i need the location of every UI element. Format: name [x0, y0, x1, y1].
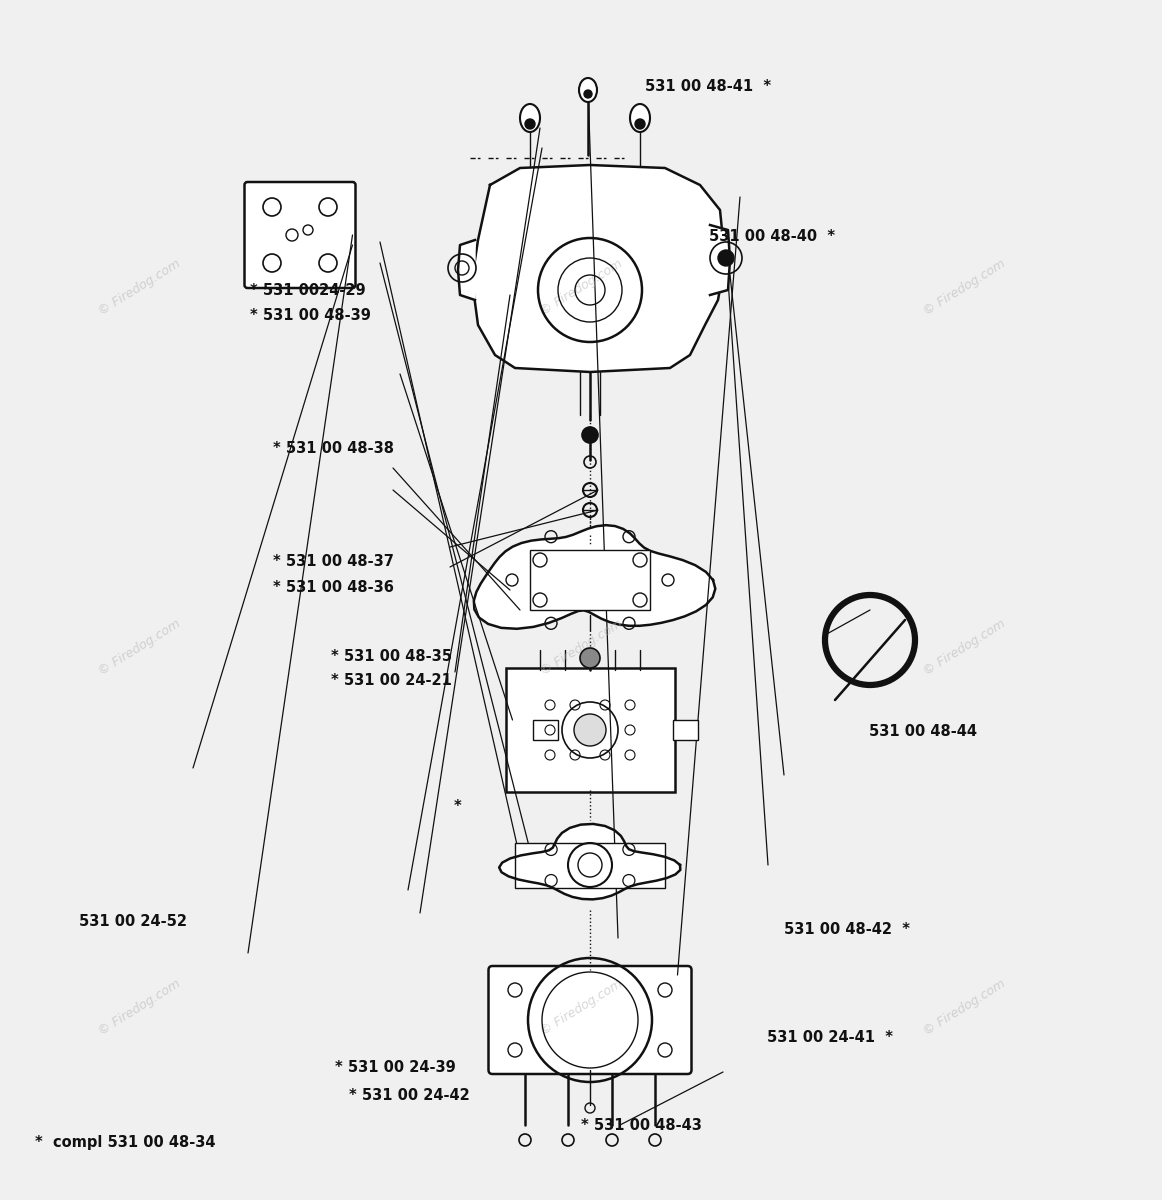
Polygon shape — [710, 226, 730, 295]
Text: * 531 00 48-35: * 531 00 48-35 — [331, 649, 452, 664]
Bar — [515, 842, 665, 888]
Text: * 531 00 48-36: * 531 00 48-36 — [273, 581, 394, 595]
Circle shape — [574, 714, 607, 746]
Circle shape — [582, 427, 598, 443]
Polygon shape — [458, 240, 475, 300]
Text: © Firedog.com: © Firedog.com — [538, 978, 624, 1038]
Ellipse shape — [521, 104, 540, 132]
Text: 531 00 48-40  *: 531 00 48-40 * — [709, 229, 835, 244]
Text: 531 00 48-41  *: 531 00 48-41 * — [645, 79, 772, 94]
Text: * 531 00 48-39: * 531 00 48-39 — [250, 308, 371, 323]
Ellipse shape — [630, 104, 650, 132]
FancyBboxPatch shape — [488, 966, 691, 1074]
Ellipse shape — [579, 78, 597, 102]
Text: *  compl 531 00 48-34: * compl 531 00 48-34 — [35, 1135, 215, 1150]
Polygon shape — [474, 526, 716, 629]
Circle shape — [584, 90, 591, 98]
Bar — [673, 720, 697, 740]
FancyBboxPatch shape — [505, 668, 674, 792]
Text: * 531 00 24-21: * 531 00 24-21 — [331, 673, 452, 688]
Text: 531 00 24-41  *: 531 00 24-41 * — [767, 1031, 892, 1045]
Text: © Firedog.com: © Firedog.com — [921, 258, 1007, 318]
Text: © Firedog.com: © Firedog.com — [96, 618, 182, 678]
Text: * 531 00 48-38: * 531 00 48-38 — [273, 442, 394, 456]
Bar — [530, 550, 650, 610]
Text: © Firedog.com: © Firedog.com — [96, 258, 182, 318]
Polygon shape — [472, 164, 725, 372]
Text: 531 00 48-42  *: 531 00 48-42 * — [784, 923, 910, 937]
Text: * 531 00 48-37: * 531 00 48-37 — [273, 554, 394, 569]
Text: © Firedog.com: © Firedog.com — [96, 978, 182, 1038]
Bar — [532, 720, 558, 740]
Polygon shape — [500, 824, 680, 899]
Text: © Firedog.com: © Firedog.com — [921, 618, 1007, 678]
Text: 531 00 24-52: 531 00 24-52 — [79, 914, 187, 929]
Text: *: * — [453, 799, 461, 814]
Text: © Firedog.com: © Firedog.com — [921, 978, 1007, 1038]
Text: * 531 00 24-39: * 531 00 24-39 — [335, 1061, 456, 1075]
Text: © Firedog.com: © Firedog.com — [538, 618, 624, 678]
Circle shape — [580, 648, 600, 668]
Text: * 531 00 48-43: * 531 00 48-43 — [581, 1118, 702, 1133]
Circle shape — [718, 250, 734, 266]
Text: 531 00 48-44: 531 00 48-44 — [869, 725, 977, 739]
Circle shape — [634, 119, 645, 128]
FancyBboxPatch shape — [244, 182, 356, 288]
Circle shape — [525, 119, 535, 128]
Text: © Firedog.com: © Firedog.com — [538, 258, 624, 318]
Text: * 531 00 24-42: * 531 00 24-42 — [349, 1088, 469, 1103]
Text: * 531 0024-29: * 531 0024-29 — [250, 283, 366, 298]
